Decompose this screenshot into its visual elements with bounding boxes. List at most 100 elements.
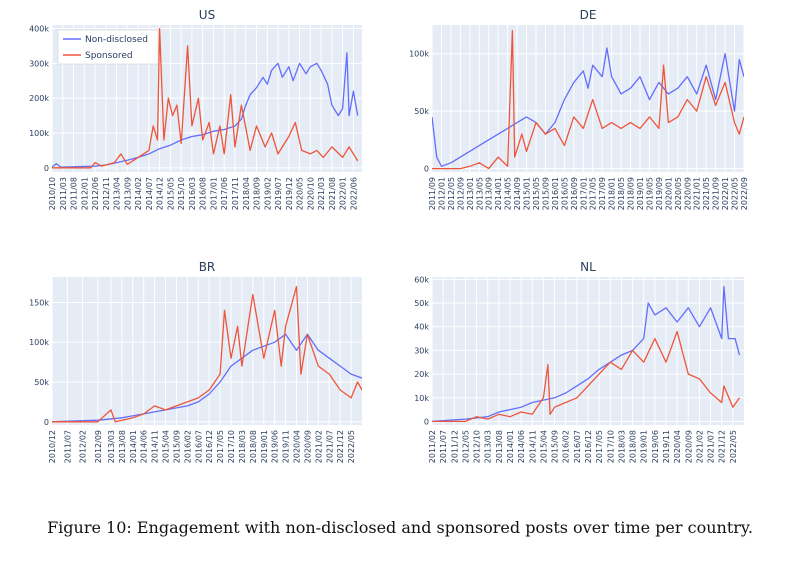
x-tick-label: 2017/01: [209, 177, 218, 210]
y-tick-label: 40k: [414, 323, 429, 332]
x-tick-label: 2017/11: [231, 177, 240, 210]
x-tick-label: 2018/09: [627, 177, 636, 210]
x-tick-label: 2011/07: [439, 430, 448, 463]
x-tick-label: 2013/09: [485, 177, 494, 210]
x-tick-label: 2016/12: [584, 430, 593, 463]
x-tick-label: 2017/05: [216, 430, 225, 463]
x-tick-label: 2011/02: [428, 430, 437, 463]
x-tick-label: 2020/01: [664, 177, 673, 210]
x-tick-label: 2013/03: [484, 430, 493, 463]
x-tick-label: 2014/01: [494, 177, 503, 210]
plot-area: [432, 25, 744, 172]
series-line-sponsored: [52, 27, 359, 169]
x-tick-label: 2021/08: [328, 177, 337, 210]
x-tick-label: 2019/01: [636, 177, 645, 210]
x-tick-label: 2018/05: [617, 177, 626, 210]
y-tick-label: 10k: [414, 394, 429, 403]
x-tick-label: 2013/05: [475, 177, 484, 210]
x-tick-label: 2015/09: [551, 430, 560, 463]
x-tick-label: 2022/01: [339, 177, 348, 210]
x-tick-label: 2018/08: [629, 430, 638, 463]
legend-box: [57, 29, 159, 65]
x-tick-label: 2022/05: [347, 430, 356, 463]
x-tick-label: 2012/09: [94, 430, 103, 463]
x-tick-label: 2019/09: [655, 177, 664, 210]
x-tick-label: 2015/10: [177, 177, 186, 210]
x-tick-label: 2019/01: [640, 430, 649, 463]
series-line-sponsored: [432, 330, 741, 423]
x-tick-label: 2016/07: [194, 430, 203, 463]
x-tick-label: 2019/11: [282, 430, 291, 463]
x-tick-label: 2012/11: [102, 177, 111, 210]
x-tick-label: 2018/03: [238, 430, 247, 463]
x-tick-label: 2016/03: [188, 177, 197, 210]
chart-title: DE: [580, 8, 597, 22]
x-tick-label: 2016/08: [199, 177, 208, 210]
y-tick-label: 0: [44, 164, 49, 173]
x-tick-label: 2013/04: [113, 177, 122, 210]
x-tick-label: 2012/05: [447, 177, 456, 210]
chart-title: NL: [580, 260, 596, 274]
x-tick-label: 2011/12: [450, 430, 459, 463]
x-tick-label: 2022/01: [721, 177, 730, 210]
legend-entry: Sponsored: [85, 51, 133, 61]
x-tick-label: 2020/09: [684, 430, 693, 463]
x-tick-label: 2022/05: [731, 177, 740, 210]
x-tick-label: 2010/10: [48, 177, 57, 210]
chart-panel-br: 0 50k 100k 150k 2010/12 2011/07 2012/02 2012/09…: [29, 260, 362, 463]
figure-caption: Figure 10: Engagement with non-disclosed…: [47, 518, 753, 537]
x-tick-label: 2012/05: [461, 430, 470, 463]
x-tick-label: 2020/05: [674, 177, 683, 210]
x-tick-label: 2014/11: [528, 430, 537, 463]
x-tick-label: 2015/05: [532, 177, 541, 210]
series-line-sponsored: [52, 285, 362, 423]
x-tick-label: 2017/05: [595, 430, 604, 463]
chart-panel-nl: 0 10k 20k 30k 40k 50k 60k 2011/02 2011/07 2011/12…: [414, 260, 744, 463]
y-tick-label: 0: [424, 417, 429, 426]
x-tick-label: 2019/06: [651, 430, 660, 463]
x-tick-label: 2014/12: [156, 177, 165, 210]
x-tick-label: 2015/05: [166, 177, 175, 210]
x-tick-label: 2020/09: [303, 430, 312, 463]
x-tick-label: 2012/02: [79, 430, 88, 463]
plot-area: [52, 277, 362, 425]
legend: Non-disclosed Sponsored: [57, 29, 159, 65]
x-tick-label: 2016/05: [560, 177, 569, 210]
x-tick-label: 2015/04: [539, 430, 548, 463]
x-tick-label: 2013/08: [118, 430, 127, 463]
x-tick-label: 2021/05: [702, 177, 711, 210]
x-tick-label: 2012/01: [437, 177, 446, 210]
x-tick-label: 2017/09: [598, 177, 607, 210]
x-tick-label: 2019/01: [260, 430, 269, 463]
x-tick-label: 2014/06: [140, 430, 149, 463]
x-tick-label: 2013/09: [123, 177, 132, 210]
x-tick-label: 2012/06: [91, 177, 100, 210]
x-tick-label: 2014/02: [134, 177, 143, 210]
x-tick-label: 2019/07: [274, 177, 283, 210]
x-tick-label: 2013/03: [107, 430, 116, 463]
x-tick-label: 2016/07: [573, 430, 582, 463]
x-tick-label: 2012/10: [473, 430, 482, 463]
x-tick-label: 2021/02: [695, 430, 704, 463]
y-tick-label: 60k: [414, 275, 429, 284]
x-tick-label: 2020/05: [296, 177, 305, 210]
y-tick-label: 300k: [29, 59, 49, 68]
x-tick-label: 2017/10: [227, 430, 236, 463]
series-line-non-disclosed: [52, 333, 362, 423]
x-tick-label: 2018/04: [242, 177, 251, 210]
x-tick-label: 2017/06: [220, 177, 229, 210]
x-tick-label: 2018/03: [617, 430, 626, 463]
y-tick-label: 0: [424, 165, 429, 174]
x-tick-label: 2021/07: [325, 430, 334, 463]
x-tick-label: 2014/11: [151, 430, 160, 463]
x-tick-label: 2014/01: [506, 430, 515, 463]
x-tick-label: 2014/06: [517, 430, 526, 463]
x-tick-label: 2019/06: [271, 430, 280, 463]
x-tick-label: 2017/10: [606, 430, 615, 463]
y-tick-label: 100k: [29, 129, 49, 138]
x-tick-label: 2013/01: [466, 177, 475, 210]
x-tick-label: 2019/05: [645, 177, 654, 210]
x-tick-label: 2016/01: [551, 177, 560, 210]
